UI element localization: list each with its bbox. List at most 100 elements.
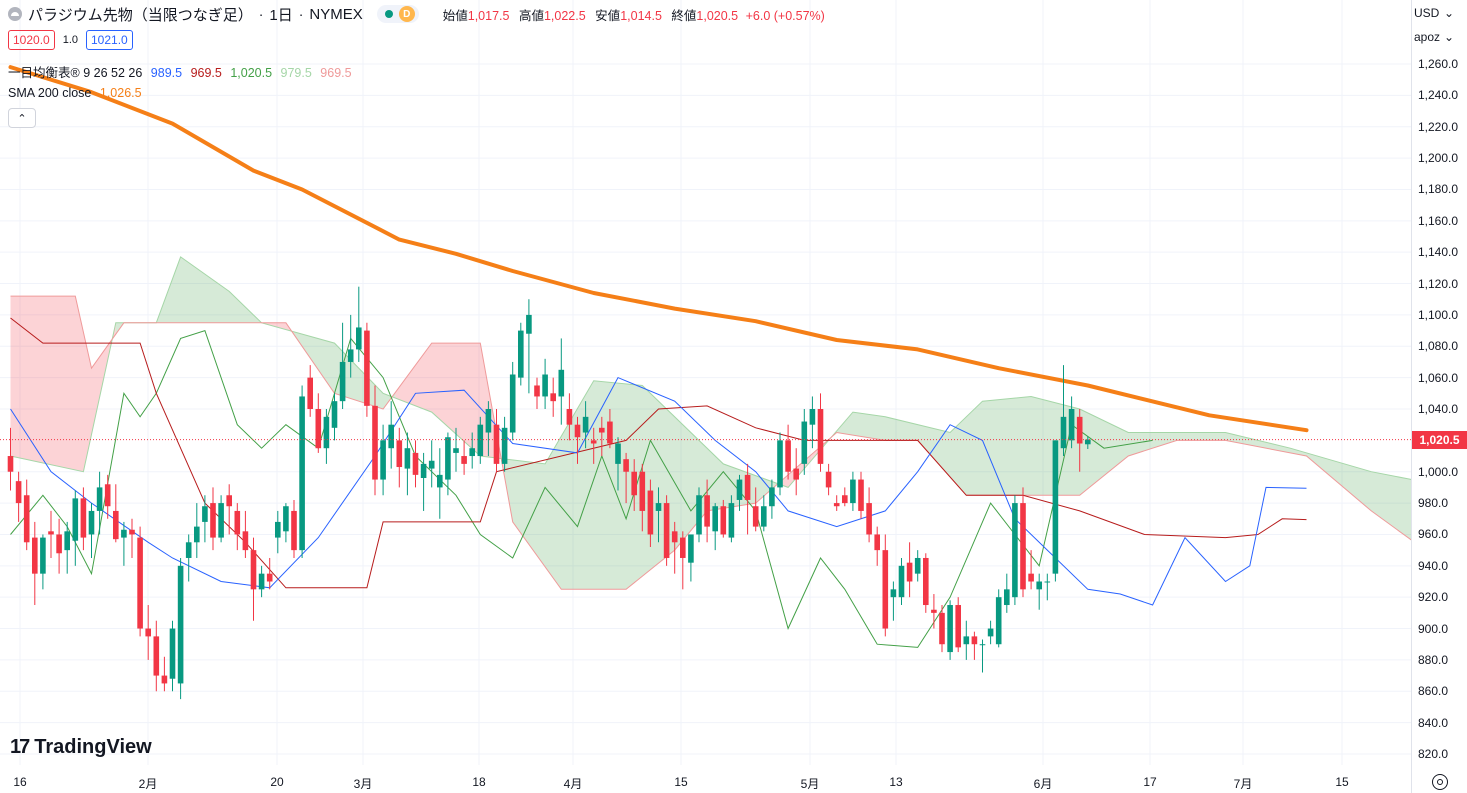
candle-body [113, 510, 119, 540]
candle-body [412, 452, 419, 475]
candle-body [177, 565, 184, 684]
candle [728, 495, 735, 543]
open-label: 始値 [442, 8, 468, 23]
candle-body [542, 374, 548, 397]
currency-label: USD [1414, 6, 1440, 20]
candle [850, 471, 856, 511]
candle-body [728, 503, 735, 538]
spread-value: 1.0 [62, 34, 78, 46]
candle [923, 553, 929, 613]
brand-name: TradingView [34, 736, 152, 758]
candle [275, 510, 281, 554]
tradingview-logo[interactable]: 17 TradingView [10, 736, 152, 759]
candle [469, 432, 475, 469]
candle-body [761, 506, 767, 527]
candle [445, 432, 451, 496]
time-tick-label: 3月 [353, 777, 373, 791]
candle [485, 401, 492, 457]
candle-body [15, 481, 22, 504]
candle-body [469, 448, 475, 457]
price-tick-label: 1,240.0 [1418, 88, 1459, 103]
candle [825, 463, 832, 496]
candle [833, 495, 840, 511]
candle [234, 503, 241, 551]
candle-body [1044, 581, 1051, 583]
price-axis[interactable] [1411, 0, 1467, 793]
close-label: 終値 [671, 8, 697, 23]
candle [647, 479, 654, 547]
candle-body [987, 628, 994, 637]
d-badge: D [398, 6, 415, 22]
candle-body [825, 471, 832, 488]
candle-body [364, 330, 370, 406]
candle [299, 385, 305, 558]
collapse-legend-button[interactable]: ⌃ [8, 108, 36, 128]
price-chart[interactable] [0, 0, 1411, 793]
candle [1020, 487, 1026, 598]
candle-body [785, 440, 791, 472]
candle-body [202, 506, 208, 522]
sma-legend[interactable]: SMA 200 close 1,026.5 [8, 86, 142, 100]
gear-icon[interactable] [1432, 774, 1448, 790]
candle-body [185, 542, 192, 558]
candle-body [947, 605, 953, 653]
candle-body [817, 409, 824, 464]
candle [493, 409, 500, 472]
cloud-bearish [10, 296, 116, 472]
price-tick-label: 1,200.0 [1418, 151, 1459, 166]
candle-body [315, 409, 322, 449]
currency-button[interactable]: USD ⌄ [1414, 6, 1462, 20]
scale-label: apoz [1414, 30, 1441, 44]
market-status[interactable]: D [376, 5, 419, 23]
candle [987, 620, 994, 645]
candle-body [380, 440, 386, 480]
interval[interactable]: 1日 [269, 6, 293, 24]
candle-body [599, 427, 605, 433]
candle [153, 620, 160, 692]
candle [858, 471, 864, 519]
senkou-b-line [10, 295, 1411, 590]
candle-body [445, 437, 451, 480]
symbol-name[interactable]: パラジウム先物（当限つなぎ足） [28, 6, 253, 24]
candle [607, 409, 613, 449]
last-price-label: 1,020.5 [1412, 430, 1467, 449]
candle-body [283, 506, 289, 532]
candle-body [501, 427, 508, 464]
candle [453, 427, 459, 472]
candle-body [347, 349, 354, 362]
candle-body [688, 534, 694, 563]
ichimoku-legend[interactable]: 一目均衡表® 9 26 52 26 989.5 969.5 1,020.5 97… [8, 62, 352, 81]
candle-body [631, 471, 637, 496]
candle [550, 377, 556, 417]
low-label: 安値 [595, 8, 621, 23]
candle [113, 484, 119, 543]
candle [817, 393, 824, 472]
candle [339, 322, 346, 409]
time-tick-label: 20 [270, 775, 284, 789]
candle [258, 565, 265, 598]
sell-button[interactable]: 1020.0 [8, 30, 55, 50]
candle [931, 594, 937, 629]
candle [615, 437, 621, 491]
candle-body [971, 636, 978, 645]
chikou-value: 1,020.5 [230, 66, 273, 80]
ichimoku-name: 一目均衡表 [8, 66, 71, 80]
candle-body [720, 506, 727, 535]
candle-body [931, 609, 937, 613]
candle-body [590, 440, 597, 444]
candle [88, 503, 95, 558]
candle [761, 495, 767, 532]
scale-button[interactable]: apoz ⌄ [1414, 30, 1462, 44]
candle-body [210, 503, 216, 538]
candle-body [1076, 416, 1083, 444]
candle-body [388, 424, 394, 449]
candlesticks [7, 286, 1091, 700]
candle-body [437, 474, 443, 488]
price-tick-label: 1,140.0 [1418, 245, 1459, 260]
candle-body [1004, 589, 1010, 606]
buy-button[interactable]: 1021.0 [86, 30, 133, 50]
kijun-value: 969.5 [190, 66, 222, 80]
candle-body [23, 495, 30, 543]
candle-body [88, 510, 95, 535]
price-tick-label: 1,160.0 [1418, 213, 1459, 228]
